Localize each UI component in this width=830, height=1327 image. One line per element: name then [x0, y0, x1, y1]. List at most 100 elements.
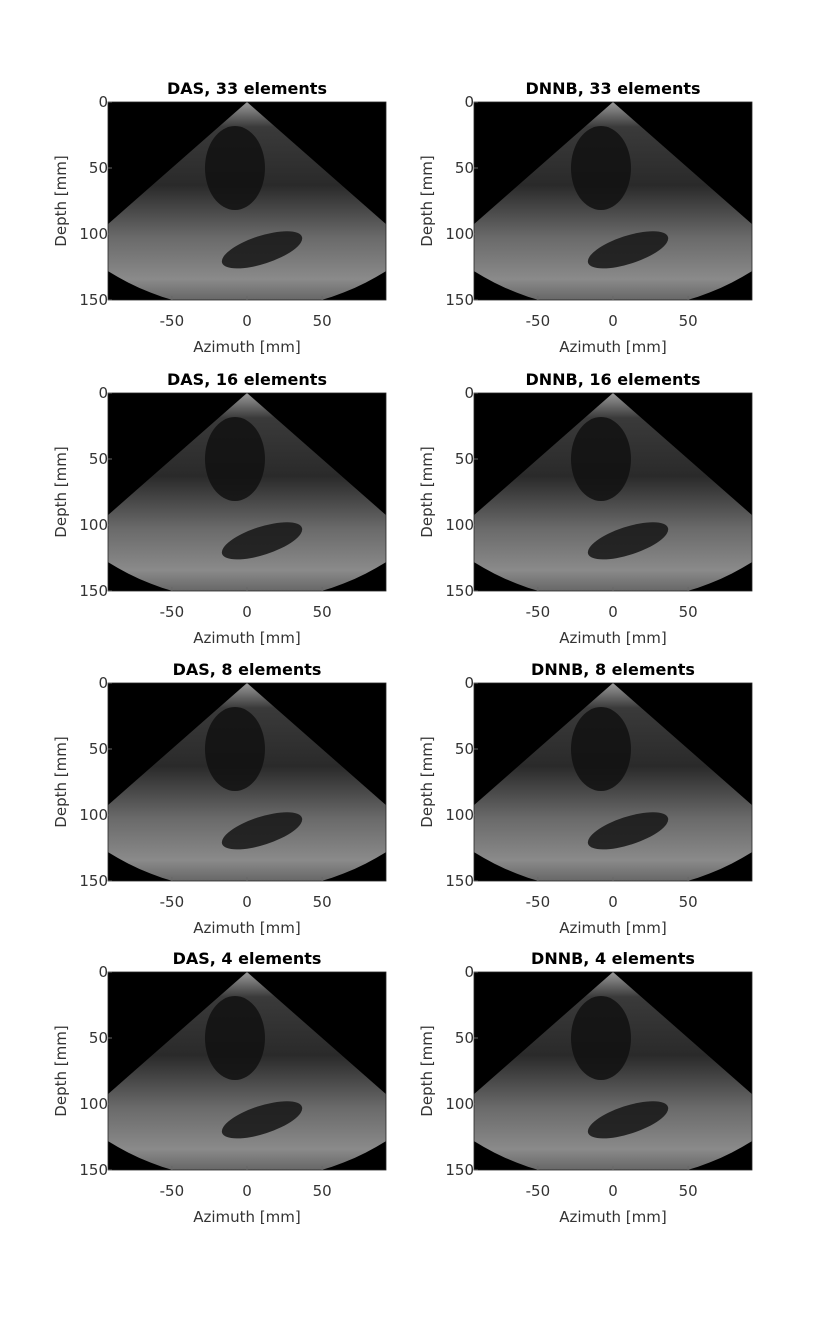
- panel: 0 50 100 150 -50 0 50 DNNB, 16 elements Azimuth …: [418, 370, 753, 647]
- y-tick-label: 150: [79, 291, 108, 309]
- x-tick-label: 0: [608, 893, 618, 911]
- ultrasound-image: [474, 393, 752, 591]
- x-tick-label: 50: [679, 893, 698, 911]
- y-tick-label: 100: [79, 225, 108, 243]
- x-tick-label: -50: [160, 1182, 185, 1200]
- y-tick-label: 150: [445, 1161, 474, 1179]
- chamber: [570, 417, 631, 501]
- y-tick-label: 50: [89, 740, 108, 758]
- chamber: [221, 522, 303, 560]
- x-tick-label: -50: [526, 893, 551, 911]
- x-axis-label: Azimuth [mm]: [559, 629, 667, 647]
- y-axis-label: Depth [mm]: [418, 736, 436, 827]
- y-axis-label: Depth [mm]: [418, 446, 436, 537]
- chamber: [204, 417, 265, 501]
- y-tick-label: 50: [455, 159, 474, 177]
- y-tick-label: 50: [89, 1029, 108, 1047]
- ultrasound-image: [474, 102, 752, 300]
- y-tick-label: 150: [79, 582, 108, 600]
- x-tick-label: 50: [313, 603, 332, 621]
- y-axis-label: Depth [mm]: [418, 155, 436, 246]
- x-tick-label: 0: [242, 893, 252, 911]
- y-tick-label: 50: [455, 740, 474, 758]
- ultrasound-image: [108, 102, 386, 300]
- x-tick-label: -50: [526, 603, 551, 621]
- y-axis-label: Depth [mm]: [52, 446, 70, 537]
- chamber: [204, 126, 265, 210]
- y-tick-label: 150: [79, 1161, 108, 1179]
- chamber: [570, 126, 631, 210]
- chart-title: DNNB, 8 elements: [531, 660, 695, 679]
- x-axis-label: Azimuth [mm]: [193, 629, 301, 647]
- x-tick-label: 0: [608, 312, 618, 330]
- y-axis-label: Depth [mm]: [418, 1025, 436, 1116]
- panel: 0 50 100 150 -50 0 50 DAS, 33 elements Azimuth […: [52, 79, 387, 356]
- x-axis-label: Azimuth [mm]: [559, 1208, 667, 1226]
- y-tick-label: 0: [464, 963, 474, 981]
- x-axis-label: Azimuth [mm]: [193, 338, 301, 356]
- y-tick-label: 100: [445, 516, 474, 534]
- ultrasound-image: [474, 683, 752, 881]
- y-tick-label: 0: [464, 93, 474, 111]
- x-tick-label: 0: [242, 1182, 252, 1200]
- chart-title: DNNB, 16 elements: [525, 370, 700, 389]
- x-axis-label: Azimuth [mm]: [193, 919, 301, 937]
- chamber: [587, 1101, 669, 1139]
- y-axis-label: Depth [mm]: [52, 736, 70, 827]
- y-tick-label: 0: [98, 384, 108, 402]
- chamber: [221, 1101, 303, 1139]
- chamber: [587, 812, 669, 850]
- panel: 0 50 100 150 -50 0 50 DNNB, 33 elements Azimuth …: [418, 79, 753, 356]
- y-tick-label: 0: [464, 674, 474, 692]
- x-tick-label: -50: [160, 603, 185, 621]
- x-axis-label: Azimuth [mm]: [559, 338, 667, 356]
- panel: 0 50 100 150 -50 0 50 DNNB, 8 elements Azimuth […: [418, 660, 753, 937]
- panel: 0 50 100 150 -50 0 50 DNNB, 4 elements Azimuth […: [418, 949, 753, 1226]
- x-tick-label: -50: [526, 312, 551, 330]
- y-tick-label: 100: [79, 1095, 108, 1113]
- x-tick-label: 50: [679, 312, 698, 330]
- x-tick-label: 50: [313, 893, 332, 911]
- y-axis-label: Depth [mm]: [52, 155, 70, 246]
- ultrasound-image: [108, 972, 386, 1170]
- chamber: [587, 522, 669, 560]
- chart-title: DAS, 4 elements: [173, 949, 322, 968]
- x-tick-label: -50: [160, 312, 185, 330]
- y-tick-label: 0: [98, 674, 108, 692]
- y-tick-label: 0: [98, 93, 108, 111]
- x-tick-label: 50: [313, 312, 332, 330]
- chart-title: DNNB, 33 elements: [525, 79, 700, 98]
- x-tick-label: -50: [160, 893, 185, 911]
- y-tick-label: 150: [445, 582, 474, 600]
- y-tick-label: 100: [79, 516, 108, 534]
- x-tick-label: -50: [526, 1182, 551, 1200]
- x-axis-label: Azimuth [mm]: [559, 919, 667, 937]
- x-tick-label: 50: [313, 1182, 332, 1200]
- y-axis-label: Depth [mm]: [52, 1025, 70, 1116]
- chamber: [204, 996, 265, 1080]
- x-tick-label: 50: [679, 603, 698, 621]
- chart-title: DAS, 8 elements: [173, 660, 322, 679]
- y-tick-label: 100: [79, 806, 108, 824]
- y-tick-label: 50: [455, 1029, 474, 1047]
- chamber: [570, 707, 631, 791]
- ultrasound-image: [108, 393, 386, 591]
- y-tick-label: 50: [89, 450, 108, 468]
- chamber: [221, 231, 303, 269]
- ultrasound-image: [474, 972, 752, 1170]
- y-tick-label: 150: [445, 872, 474, 890]
- x-tick-label: 0: [242, 603, 252, 621]
- chamber: [587, 231, 669, 269]
- y-tick-label: 50: [455, 450, 474, 468]
- panel: 0 50 100 150 -50 0 50 DAS, 4 elements Azimuth [m…: [52, 949, 387, 1226]
- x-tick-label: 50: [679, 1182, 698, 1200]
- panel: 0 50 100 150 -50 0 50 DAS, 8 elements Azimuth [m…: [52, 660, 387, 937]
- ultrasound-image: [108, 683, 386, 881]
- y-tick-label: 0: [98, 963, 108, 981]
- x-tick-label: 0: [608, 1182, 618, 1200]
- y-tick-label: 150: [445, 291, 474, 309]
- chart-title: DNNB, 4 elements: [531, 949, 695, 968]
- y-tick-label: 50: [89, 159, 108, 177]
- y-tick-label: 150: [79, 872, 108, 890]
